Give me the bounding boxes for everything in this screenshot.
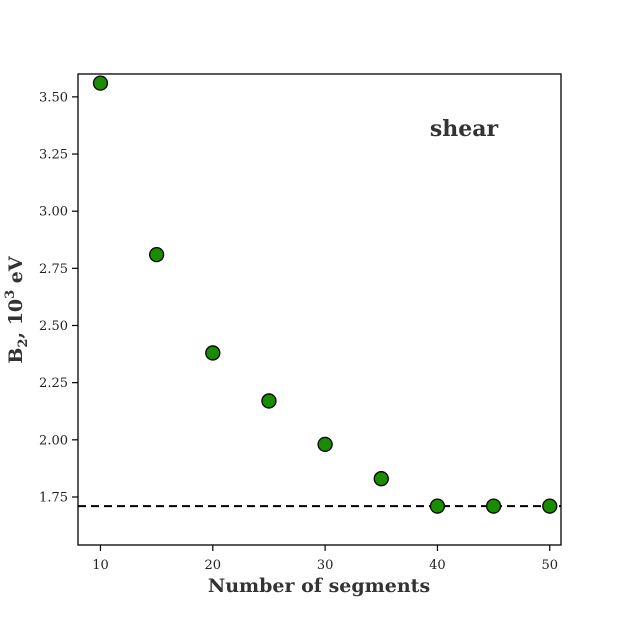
data-point	[205, 345, 221, 361]
data-point	[429, 498, 446, 514]
x-tick-label: 20	[205, 558, 222, 573]
y-axis-title: B2, 103 eV	[3, 255, 31, 364]
y-tick-label: 3.25	[39, 148, 68, 163]
data-point	[317, 436, 333, 453]
y-tick-label: 2.75	[39, 262, 68, 277]
y-axis-title-superscript: 3	[3, 290, 18, 299]
y-axis-title-mid: , 10	[5, 299, 27, 339]
data-point	[148, 246, 165, 263]
x-tick-label: 10	[92, 558, 109, 573]
data-point	[261, 393, 277, 409]
x-axis-title: Number of segments	[208, 575, 430, 597]
plot-frame	[77, 73, 562, 546]
y-tick-label: 3.50	[39, 90, 68, 105]
data-points	[92, 75, 558, 514]
y-axis-title-subscript: 2	[16, 339, 31, 348]
annotation-label: shear	[430, 116, 499, 142]
x-tick-label: 30	[317, 558, 334, 573]
x-tick-label: 40	[429, 558, 446, 573]
data-point	[485, 498, 502, 514]
y-tick-label: 2.50	[39, 319, 68, 334]
y-axis-ticks: 1.75 2.00 2.25 2.50 2.75 3.00 3.25 3.50	[39, 90, 78, 505]
x-tick-label: 50	[541, 558, 558, 573]
x-axis-ticks: 10 20 30 40 50	[92, 545, 558, 573]
y-axis-title-tail: eV	[5, 255, 27, 290]
y-tick-label: 2.25	[39, 376, 68, 391]
y-tick-label: 3.00	[39, 205, 68, 220]
data-point	[373, 471, 389, 487]
data-point	[92, 75, 109, 91]
y-tick-label: 1.75	[39, 490, 68, 505]
y-tick-label: 2.00	[39, 433, 68, 448]
data-point	[542, 498, 558, 514]
y-axis-title-main: B	[5, 348, 27, 364]
